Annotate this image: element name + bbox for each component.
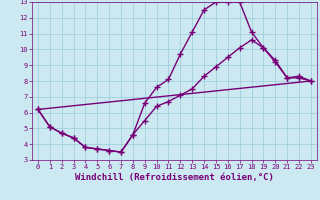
X-axis label: Windchill (Refroidissement éolien,°C): Windchill (Refroidissement éolien,°C) — [75, 173, 274, 182]
